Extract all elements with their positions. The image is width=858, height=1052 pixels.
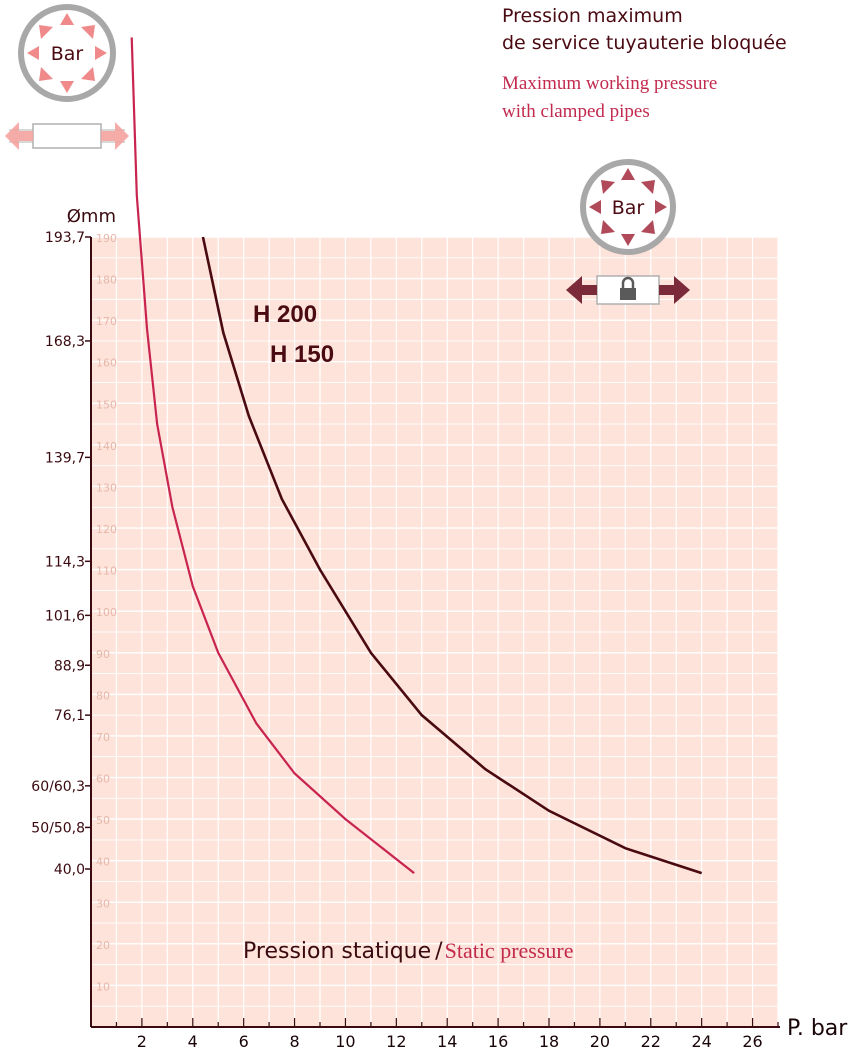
grid-value-label: 100 xyxy=(96,606,117,619)
series-label-h150: H 150 xyxy=(270,341,334,368)
diameter-tick-label: 139,7 xyxy=(45,450,85,466)
diameter-tick-label: 76,1 xyxy=(54,708,85,724)
grid-value-label: 90 xyxy=(96,648,110,661)
legend-static-en: Static pressure xyxy=(445,938,574,963)
x-tick-label: 8 xyxy=(289,1032,299,1051)
grid-value-label: 10 xyxy=(96,980,110,993)
title-fr-line2: de service tuyauterie bloquée xyxy=(502,32,787,54)
grid-value-label: 50 xyxy=(96,814,110,827)
diameter-tick-label: 193,7 xyxy=(45,230,85,246)
x-tick-label: 24 xyxy=(691,1032,711,1051)
title-en-line1: Maximum working pressure xyxy=(502,73,718,94)
grid-value-label: 140 xyxy=(96,440,117,453)
x-tick-label: 26 xyxy=(742,1032,762,1051)
diameter-tick-label: 101,6 xyxy=(45,608,85,624)
x-tick-label: 4 xyxy=(188,1032,198,1051)
grid-value-label: 80 xyxy=(96,689,110,702)
grid-value-label: 60 xyxy=(96,773,110,786)
title-fr-line1: Pression maximum xyxy=(502,5,683,27)
diameter-tick-label: 114,3 xyxy=(45,554,85,570)
grid-value-label: 120 xyxy=(96,523,117,536)
grid-value-label: 130 xyxy=(96,481,117,494)
x-axis-label: P. bar xyxy=(787,1016,848,1041)
grid-value-label: 170 xyxy=(96,315,117,328)
diameter-tick-label: 88,9 xyxy=(54,658,85,674)
diameter-tick-label: 168,3 xyxy=(45,334,85,350)
grid-value-label: 110 xyxy=(96,565,117,578)
series-label-h200: H 200 xyxy=(253,301,317,328)
grid-value-label: 190 xyxy=(96,232,117,245)
title-en-line2: with clamped pipes xyxy=(502,101,650,122)
pressure-gauge-icon-clamped: Bar xyxy=(580,159,676,255)
clamped-pressure-curve xyxy=(201,236,703,875)
grid-value-label: 180 xyxy=(96,274,117,287)
pressure-axis: 2 4 6 8 10 12 14 16 18 20 22 24 26 xyxy=(115,1018,779,1051)
grid-value-label: 20 xyxy=(96,939,110,952)
grid-value-label: 40 xyxy=(96,856,110,869)
x-tick-label: 14 xyxy=(437,1032,457,1051)
open-pipe-arrows-icon xyxy=(5,122,129,150)
x-tick-label: 12 xyxy=(386,1032,406,1051)
grid-value-label: 160 xyxy=(96,357,117,370)
grid-value-label: 150 xyxy=(96,398,117,411)
x-tick-label: 20 xyxy=(590,1032,610,1051)
gauge-label-clamped: Bar xyxy=(612,197,645,219)
clamped-pipe-lock-icon xyxy=(566,275,690,305)
diameter-axis: 193,7 168,3 139,7 114,3 101,6 88,9 76,1 60/60,3… xyxy=(31,230,91,878)
x-tick-label: 2 xyxy=(137,1032,147,1051)
legend-static-fr: Pression statique xyxy=(243,939,431,964)
y-axis-label: Ømm xyxy=(67,206,116,227)
x-tick-label: 22 xyxy=(641,1032,661,1051)
legend-static-sep: / xyxy=(435,939,443,964)
grid-value-label: 30 xyxy=(96,897,110,910)
legend-static: Pression statique/Static pressure xyxy=(243,938,574,964)
x-tick-label: 16 xyxy=(488,1032,508,1051)
x-tick-label: 10 xyxy=(335,1032,355,1051)
static-pressure-curve xyxy=(130,37,415,875)
grid-value-labels: 10 20 30 40 50 60 70 80 90 100 110 120 130 140 150 160 1… xyxy=(96,232,117,993)
diameter-tick-label: 50/50,8 xyxy=(31,820,85,836)
diameter-tick-label: 40,0 xyxy=(54,862,85,878)
diameter-tick-label: 60/60,3 xyxy=(31,779,85,795)
x-tick-label: 6 xyxy=(239,1032,249,1051)
gauge-label: Bar xyxy=(51,43,84,65)
pressure-gauge-icon: Bar xyxy=(18,4,116,102)
x-tick-label: 18 xyxy=(539,1032,559,1051)
grid-value-label: 70 xyxy=(96,731,110,744)
